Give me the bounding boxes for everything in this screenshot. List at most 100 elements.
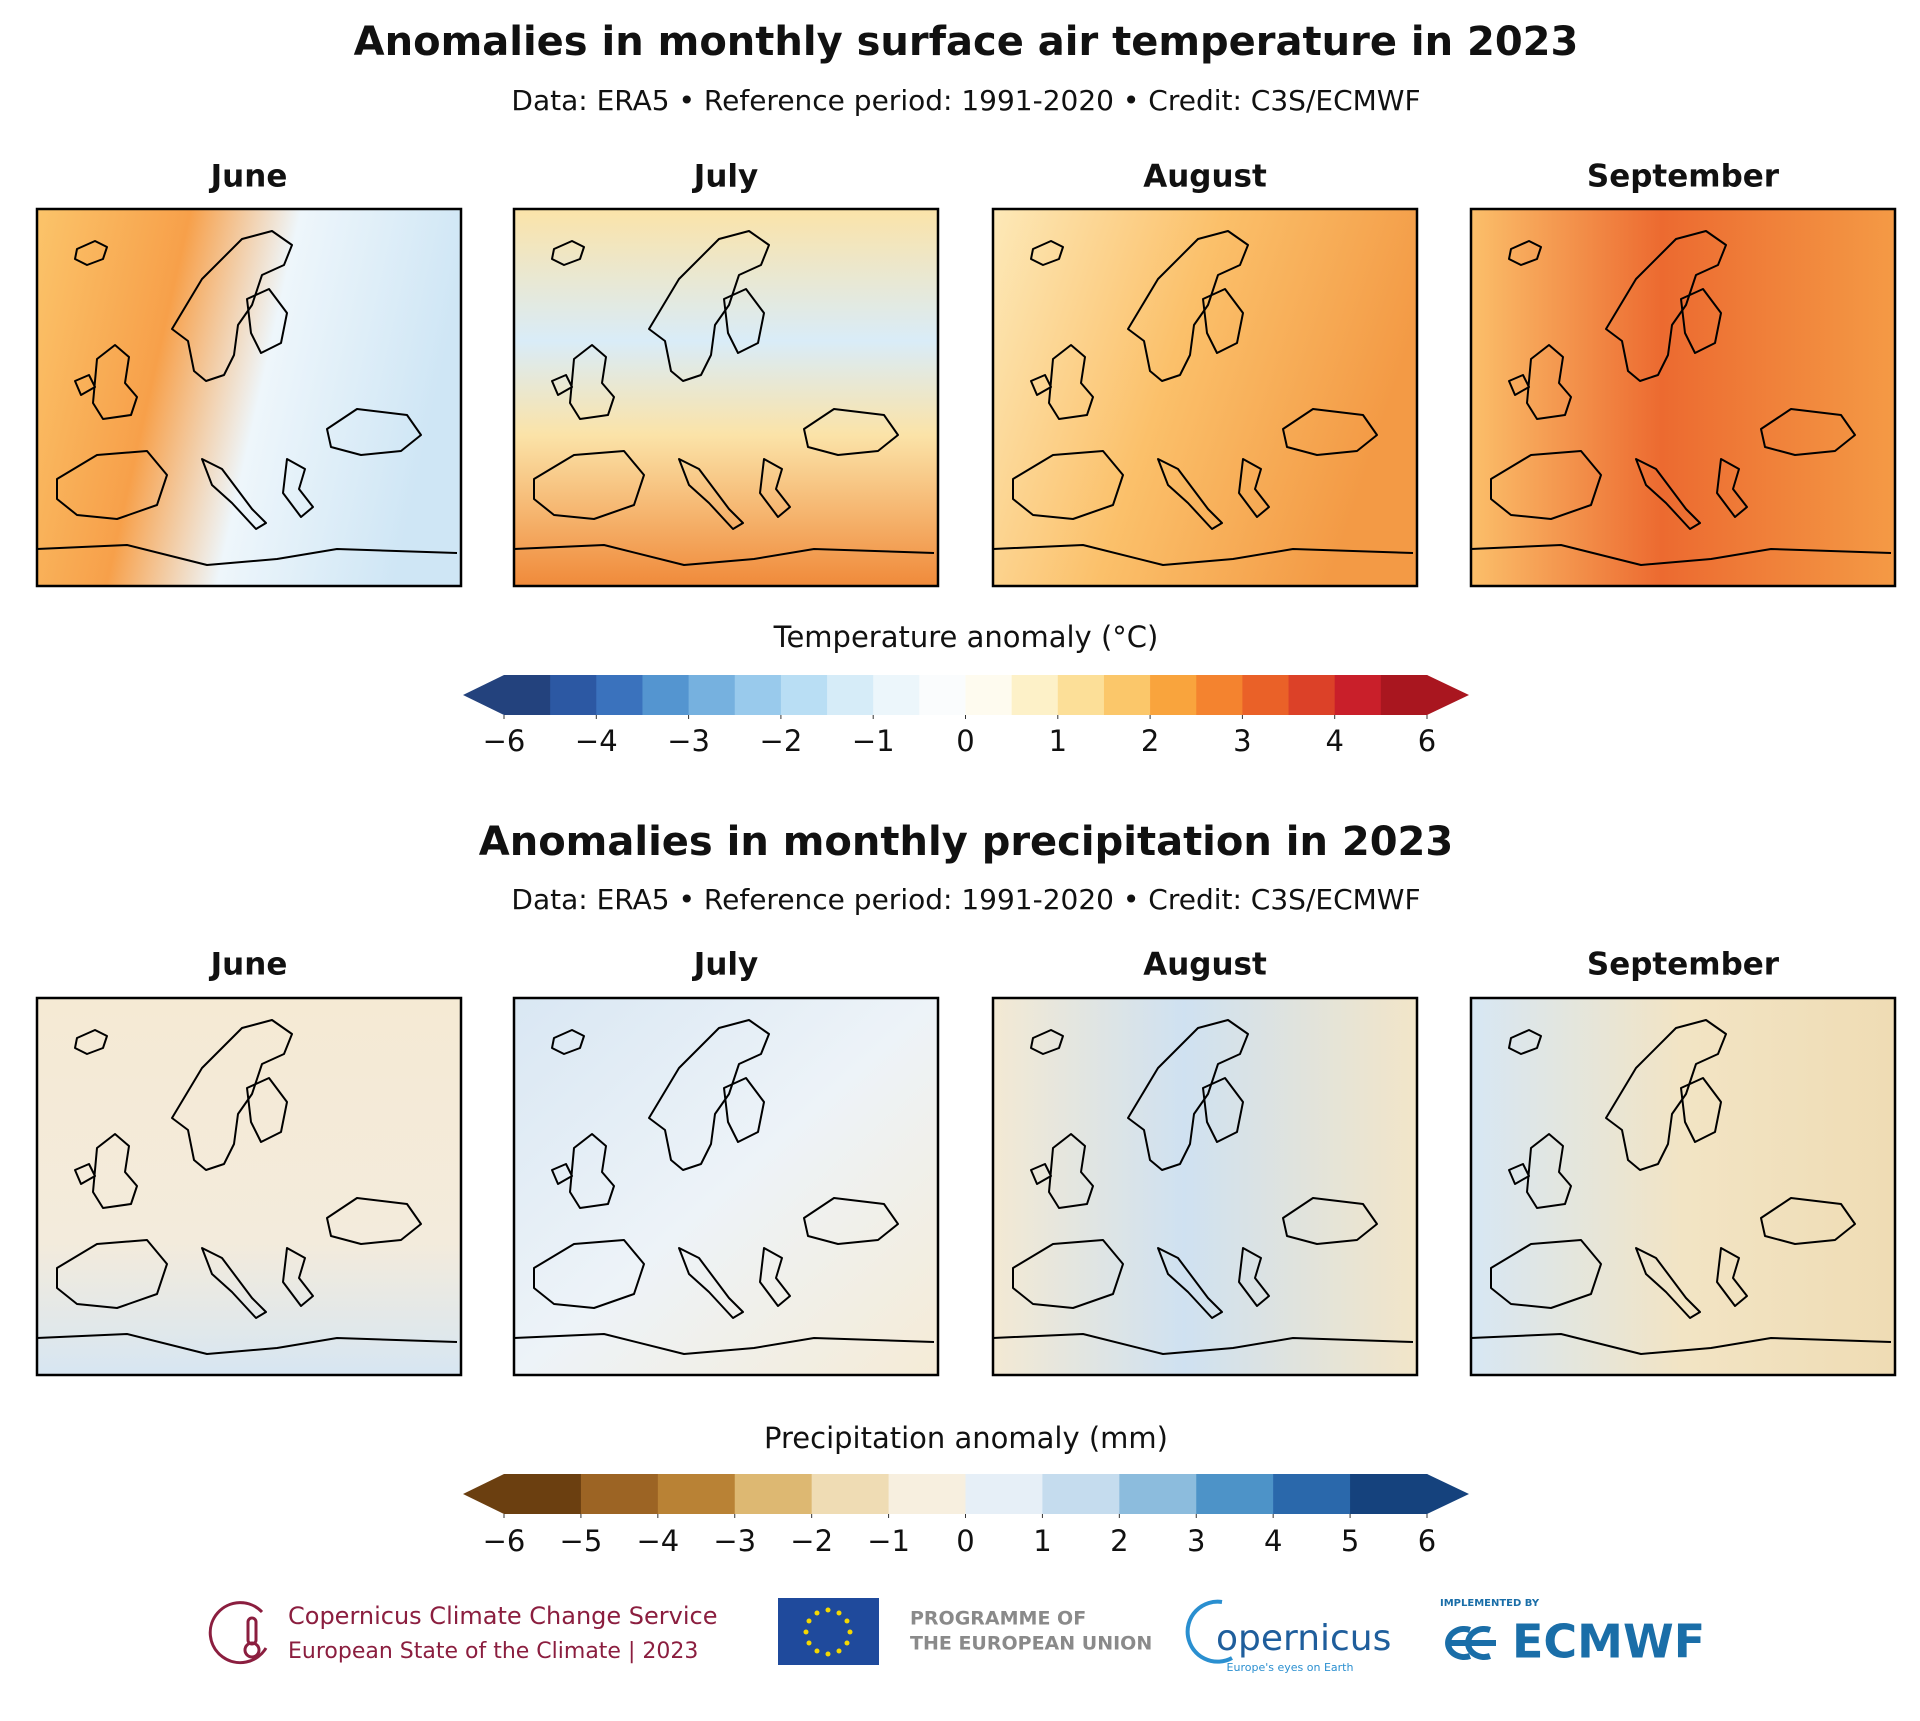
- subtitle: Data: ERA5 • Reference period: 1991-2020…: [511, 883, 1420, 916]
- subtitle: Data: ERA5 • Reference period: 1991-2020…: [511, 84, 1420, 117]
- map-field: [1471, 209, 1895, 586]
- colorbar-segment: [1057, 675, 1105, 715]
- colorbar-segment: [688, 675, 736, 715]
- eu-text: PROGRAMME OF: [910, 1608, 1086, 1630]
- colorbar-segment: [1042, 1474, 1120, 1514]
- c3s-report: European State of the Climate | 2023: [288, 1639, 698, 1664]
- panel-title: August: [1143, 159, 1267, 195]
- map-panel: [991, 996, 1419, 1377]
- map-panel: [35, 207, 463, 588]
- colorbar-tick-label: 2: [1110, 1524, 1128, 1558]
- colorbar-arrow: [1427, 1474, 1469, 1514]
- colorbar-segment: [965, 1474, 1043, 1514]
- colorbar-tick-label: −2: [790, 1524, 833, 1558]
- colorbar-segment: [827, 675, 874, 715]
- map-field: [37, 998, 461, 1375]
- map-panel: [512, 996, 940, 1377]
- colorbar-tick-label: 1: [1033, 1524, 1051, 1558]
- footer: Copernicus Climate Change Service Europe…: [208, 1598, 1705, 1674]
- eu-stars: [803, 1607, 853, 1657]
- colorbar-segment: [873, 675, 920, 715]
- colorbar-tick-label: 3: [1233, 724, 1251, 758]
- colorbar-tick-label: −6: [483, 1524, 526, 1558]
- map-panel: [991, 207, 1419, 588]
- map-frame: [991, 207, 1419, 588]
- map-frame: [35, 207, 463, 588]
- colorbar-tick-label: −3: [713, 1524, 756, 1558]
- colorbar-segment: [580, 1474, 659, 1514]
- colorbar-tick-label: −1: [867, 1524, 910, 1558]
- colorbar-tick-label: −6: [483, 724, 526, 758]
- colorbar-tick-label: 2: [1141, 724, 1159, 758]
- colorbar-tick-label: 3: [1187, 1524, 1205, 1558]
- colorbar-tick-label: 4: [1325, 724, 1343, 758]
- colorbar-tick-label: −1: [852, 724, 895, 758]
- colorbar-segment: [596, 675, 643, 715]
- colorbar-segment: [780, 675, 828, 715]
- colorbar-tick-label: −3: [667, 724, 710, 758]
- map-field: [993, 209, 1417, 586]
- map-frame: [1469, 996, 1897, 1377]
- colorbar-segment: [550, 675, 597, 715]
- c3s-name: Copernicus Climate Change Service: [288, 1602, 718, 1630]
- colorbar-segment: [1242, 675, 1290, 715]
- map-panel: [1469, 996, 1897, 1377]
- colorbar-segment: [1288, 675, 1336, 715]
- colorbar-tick-label: 6: [1418, 1524, 1436, 1558]
- colorbar-arrow: [463, 675, 504, 715]
- map-field: [37, 209, 461, 586]
- colorbar-tick-label: −2: [760, 724, 803, 758]
- eu-text: THE EUROPEAN UNION: [910, 1633, 1152, 1655]
- colorbar-tick-label: 5: [1341, 1524, 1359, 1558]
- ecmwf-small: IMPLEMENTED BY: [1440, 1598, 1540, 1609]
- colorbar-segment: [504, 1474, 582, 1514]
- colorbar-tick-label: −4: [636, 1524, 679, 1558]
- map-panel: [1469, 207, 1897, 588]
- map-field: [514, 998, 938, 1375]
- ecmwf-name: ECMWF: [1512, 1615, 1705, 1669]
- colorbar-label: Temperature anomaly (°C): [773, 620, 1159, 654]
- colorbar-tick-label: 4: [1264, 1524, 1282, 1558]
- colorbar-segment: [1011, 675, 1059, 715]
- colorbar-segment: [1350, 1474, 1428, 1514]
- title: Anomalies in monthly surface air tempera…: [354, 19, 1579, 65]
- map-field: [1471, 998, 1895, 1375]
- colorbar-segment: [1380, 675, 1428, 715]
- colorbar-tick-label: −4: [575, 724, 618, 758]
- colorbar-segment: [888, 1474, 966, 1514]
- colorbar-segment: [734, 1474, 813, 1514]
- map-frame: [512, 207, 940, 588]
- map-frame: [991, 996, 1419, 1377]
- panel-title: September: [1587, 947, 1780, 983]
- colorbar-segment: [1150, 675, 1197, 715]
- colorbar-segment: [811, 1474, 890, 1514]
- map-field: [514, 209, 938, 586]
- panel-title: July: [692, 159, 758, 195]
- colorbar-tick-label: 0: [956, 1524, 974, 1558]
- map-frame: [1469, 207, 1897, 588]
- colorbar-segment: [1334, 675, 1382, 715]
- colorbar-segment: [965, 675, 1013, 715]
- colorbar-segment: [657, 1474, 736, 1514]
- colorbar-segment: [642, 675, 690, 715]
- panel-title: June: [209, 159, 288, 195]
- colorbar-segment: [1103, 675, 1151, 715]
- copernicus-c: [1185, 1599, 1233, 1664]
- panel-title: July: [692, 947, 758, 983]
- colorbar-segment: [1273, 1474, 1351, 1514]
- ecmwf-mark: [1445, 1626, 1496, 1660]
- colorbar-tick-label: 0: [956, 724, 974, 758]
- c3s-logo: [208, 1601, 268, 1665]
- colorbar-segment: [1119, 1474, 1197, 1514]
- colorbar-arrow: [463, 1474, 504, 1514]
- colorbar-segment: [1196, 1474, 1274, 1514]
- colorbar-tick-label: 1: [1049, 724, 1067, 758]
- colorbar-segment: [1196, 675, 1243, 715]
- map-panel: [35, 996, 463, 1377]
- map-frame: [35, 996, 463, 1377]
- map-panel: [512, 207, 940, 588]
- map-field: [993, 998, 1417, 1375]
- panel-title: August: [1143, 947, 1267, 983]
- title: Anomalies in monthly precipitation in 20…: [479, 819, 1453, 865]
